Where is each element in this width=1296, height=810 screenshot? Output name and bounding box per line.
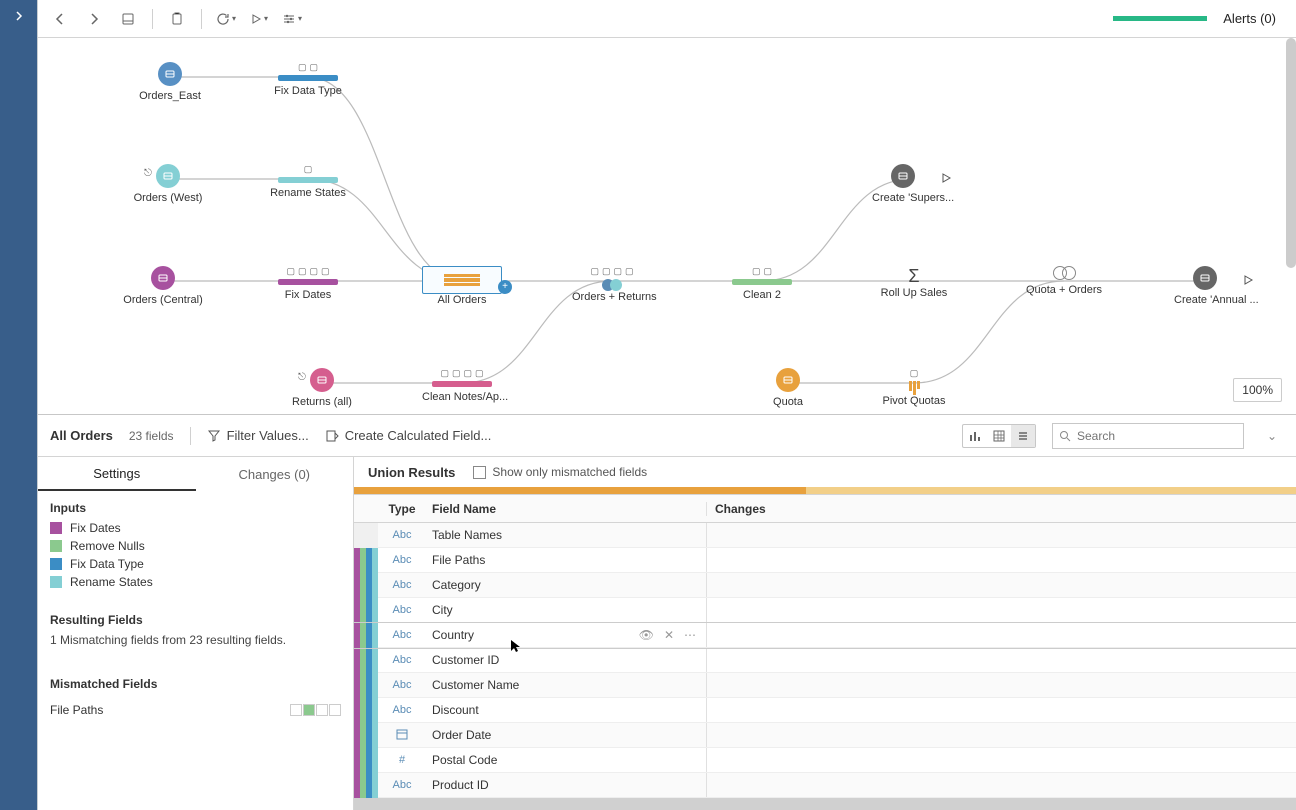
side-panel: Settings Changes (0) Inputs Fix Dates Rem…	[38, 457, 354, 810]
canvas-scrollbar[interactable]	[1286, 38, 1296, 268]
mismatch-header: Mismatched Fields	[50, 677, 341, 691]
col-changes[interactable]: Changes	[706, 502, 1296, 516]
field-name-label: Country	[432, 628, 474, 642]
view-grid[interactable]	[987, 425, 1011, 447]
view-profile[interactable]	[963, 425, 987, 447]
table-row[interactable]: AbcProduct ID	[354, 773, 1296, 798]
step-name: All Orders	[50, 428, 113, 443]
paste-button[interactable]	[163, 5, 191, 33]
toolbar: ▾ ▾ ▾ Alerts (0)	[38, 0, 1296, 38]
flow-node-roll_up[interactable]: ΣRoll Up Sales	[874, 266, 954, 299]
field-name-label: Table Names	[432, 528, 502, 542]
field-name-label: Category	[432, 578, 481, 592]
flow-node-orders_returns[interactable]: ▢▢▢▢Orders + Returns	[572, 266, 652, 303]
union-bar-strip	[354, 487, 1296, 495]
search-box[interactable]	[1052, 423, 1244, 449]
run-dropdown[interactable]: ▾	[246, 5, 272, 33]
save-button[interactable]	[114, 5, 142, 33]
union-results-header: Union Results Show only mismatched field…	[354, 457, 1296, 487]
field-name-label: File Paths	[432, 553, 485, 567]
flow-node-clean_notes[interactable]: ▢▢▢▢Clean Notes/Ap...	[422, 368, 502, 403]
table-row[interactable]: AbcCountry👁✕⋯	[354, 623, 1296, 648]
field-table: Type Field Name Changes AbcTable NamesAb…	[354, 495, 1296, 798]
flow-node-fix_data_type[interactable]: ▢▢Fix Data Type	[268, 62, 348, 97]
h-scrollbar[interactable]	[354, 798, 1296, 810]
progress-bar	[1113, 16, 1207, 21]
side-tabs: Settings Changes (0)	[38, 457, 353, 491]
field-name-label: City	[432, 603, 453, 617]
field-name-label: Postal Code	[432, 753, 497, 767]
field-count: 23 fields	[129, 429, 174, 443]
flow-edges	[38, 38, 1296, 414]
flow-node-create_supers[interactable]: Create 'Supers...	[872, 164, 952, 204]
table-row[interactable]: #Postal Code	[354, 748, 1296, 773]
input-legend-item[interactable]: Fix Dates	[50, 521, 341, 535]
col-name[interactable]: Field Name	[426, 502, 706, 516]
table-row[interactable]: AbcCategory	[354, 573, 1296, 598]
refresh-dropdown[interactable]: ▾	[212, 5, 240, 33]
flow-node-fix_dates[interactable]: ▢▢▢▢Fix Dates	[268, 266, 348, 301]
table-row[interactable]: AbcDiscount	[354, 698, 1296, 723]
flow-node-create_annual[interactable]: Create 'Annual ...	[1174, 266, 1254, 306]
table-header: Type Field Name Changes	[354, 495, 1296, 523]
tab-changes[interactable]: Changes (0)	[196, 457, 354, 491]
mismatch-only-checkbox[interactable]: Show only mismatched fields	[473, 465, 647, 479]
table-row[interactable]: Order Date	[354, 723, 1296, 748]
flow-node-orders_west[interactable]: ⎋Orders (West)	[128, 164, 208, 204]
flow-node-pivot_quotas[interactable]: ▢Pivot Quotas	[874, 368, 954, 407]
profile-header: All Orders 23 fields Filter Values... Cr…	[38, 415, 1296, 457]
flow-node-orders_east[interactable]: Orders_East	[130, 62, 210, 102]
table-row[interactable]: AbcTable Names	[354, 523, 1296, 548]
alerts-label[interactable]: Alerts (0)	[1223, 11, 1276, 26]
filter-values-button[interactable]: Filter Values...	[207, 428, 309, 443]
field-name-label: Discount	[432, 703, 479, 717]
flow-node-rename_states[interactable]: ▢Rename States	[268, 164, 348, 199]
search-icon	[1059, 430, 1071, 442]
hide-field-icon[interactable]: 👁	[639, 628, 654, 642]
resulting-text: 1 Mismatching fields from 23 resulting f…	[50, 633, 341, 647]
field-menu-icon[interactable]: ⋯	[684, 628, 696, 642]
resulting-header: Resulting Fields	[50, 613, 341, 627]
col-type[interactable]: Type	[378, 502, 426, 516]
flow-node-returns_all[interactable]: ⎋Returns (all)	[282, 368, 362, 408]
union-results-label: Union Results	[368, 465, 455, 480]
view-list[interactable]	[1011, 425, 1035, 447]
flow-node-clean2[interactable]: ▢▢Clean 2	[722, 266, 802, 301]
results-panel: Union Results Show only mismatched field…	[354, 457, 1296, 810]
profile-pane: All Orders 23 fields Filter Values... Cr…	[38, 414, 1296, 810]
mismatch-item[interactable]: File Paths	[50, 697, 341, 723]
forward-button[interactable]	[80, 5, 108, 33]
view-switcher	[962, 424, 1036, 448]
field-name-label: Customer ID	[432, 653, 499, 667]
flow-node-orders_central[interactable]: Orders (Central)	[123, 266, 203, 306]
table-row[interactable]: AbcCity	[354, 598, 1296, 623]
input-legend-item[interactable]: Rename States	[50, 575, 341, 589]
zoom-level[interactable]: 100%	[1233, 378, 1282, 402]
flow-node-quota[interactable]: Quota	[748, 368, 828, 408]
field-name-label: Product ID	[432, 778, 489, 792]
expand-sidebar-button[interactable]	[7, 4, 31, 28]
create-calc-button[interactable]: Create Calculated Field...	[325, 428, 492, 443]
settings-dropdown[interactable]: ▾	[278, 5, 306, 33]
remove-field-icon[interactable]: ✕	[664, 628, 674, 642]
add-step-button[interactable]: +	[498, 280, 512, 294]
input-legend-item[interactable]: Fix Data Type	[50, 557, 341, 571]
table-row[interactable]: AbcCustomer Name	[354, 673, 1296, 698]
left-rail	[0, 0, 38, 810]
field-name-label: Order Date	[432, 728, 491, 742]
collapse-profile-button[interactable]: ⌄	[1260, 429, 1284, 443]
back-button[interactable]	[46, 5, 74, 33]
tab-settings[interactable]: Settings	[38, 457, 196, 491]
flow-node-quota_orders[interactable]: Quota + Orders	[1024, 266, 1104, 296]
input-legend-item[interactable]: Remove Nulls	[50, 539, 341, 553]
flow-node-all_orders[interactable]: All Orders	[422, 266, 502, 306]
table-row[interactable]: AbcFile Paths	[354, 548, 1296, 573]
table-row[interactable]: AbcCustomer ID	[354, 648, 1296, 673]
flow-canvas[interactable]: Orders_East ▢▢Fix Data Type ⎋Orders (West)…	[38, 38, 1296, 414]
search-input[interactable]	[1077, 429, 1237, 443]
inputs-header: Inputs	[50, 501, 341, 515]
field-name-label: Customer Name	[432, 678, 519, 692]
